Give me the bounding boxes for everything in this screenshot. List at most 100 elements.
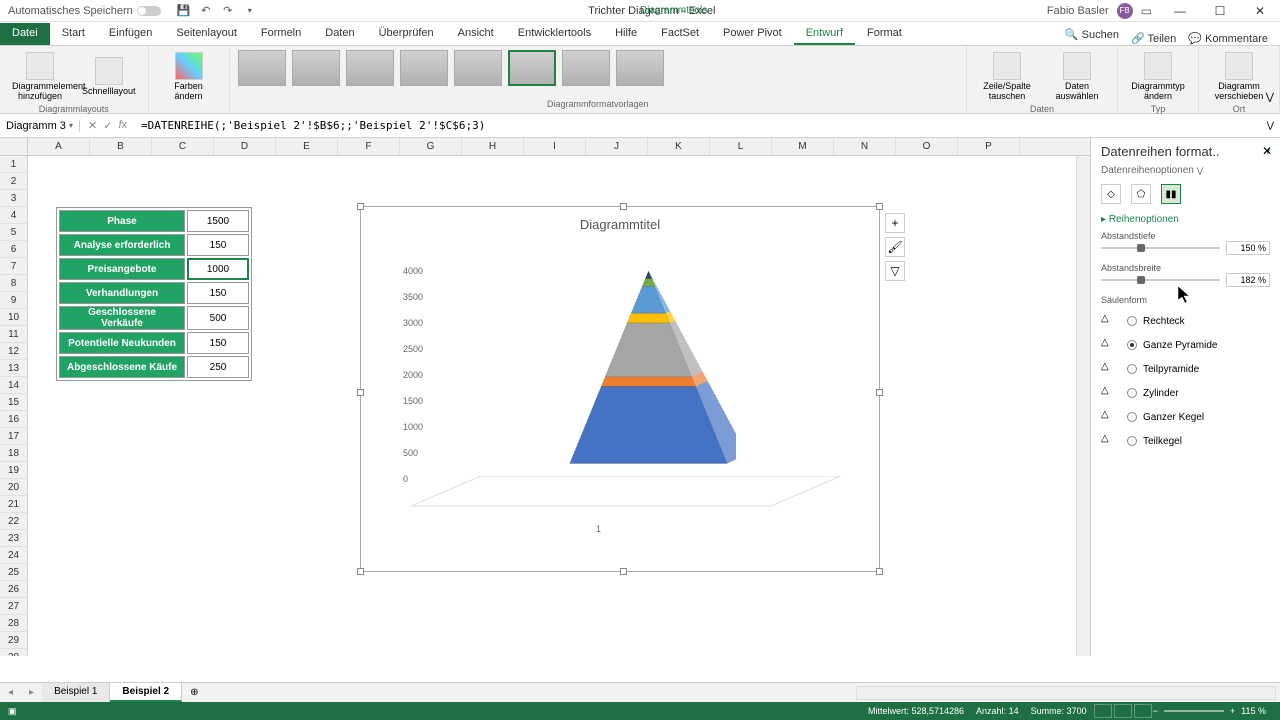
col-header-K[interactable]: K (648, 138, 710, 155)
row-header-5[interactable]: 5 (0, 224, 28, 241)
record-macro-icon[interactable]: ▣ (8, 706, 17, 717)
row-header-8[interactable]: 8 (0, 275, 28, 292)
shape-option-rechteck[interactable]: △Rechteck (1101, 309, 1270, 333)
ribbon-tab-power pivot[interactable]: Power Pivot (711, 23, 794, 45)
row-header-15[interactable]: 15 (0, 394, 28, 411)
column-headers[interactable]: ABCDEFGHIJKLMNOP (0, 138, 1090, 156)
row-header-2[interactable]: 2 (0, 173, 28, 190)
ribbon-tab-hilfe[interactable]: Hilfe (603, 23, 649, 45)
resize-handle[interactable] (357, 568, 364, 575)
row-header-23[interactable]: 23 (0, 530, 28, 547)
chart-filter-button[interactable]: ▽ (885, 261, 905, 281)
add-sheet-button[interactable]: ⊕ (182, 687, 206, 698)
col-header-H[interactable]: H (462, 138, 524, 155)
chart-object[interactable]: Diagrammtitel 40003500300025002000150010… (360, 206, 880, 572)
ribbon-tab-format[interactable]: Format (855, 23, 914, 45)
table-phase-cell[interactable]: Geschlossene Verkäufe (59, 306, 185, 330)
chart-style-2[interactable] (346, 50, 394, 86)
col-header-N[interactable]: N (834, 138, 896, 155)
row-header-9[interactable]: 9 (0, 292, 28, 309)
table-value-cell[interactable]: 1000 (187, 258, 249, 280)
ribbon-tab-einfügen[interactable]: Einfügen (97, 23, 164, 45)
col-header-I[interactable]: I (524, 138, 586, 155)
col-header-E[interactable]: E (276, 138, 338, 155)
zoom-slider[interactable] (1164, 710, 1224, 712)
gap-depth-input[interactable]: 150 % (1226, 241, 1270, 255)
table-value-cell[interactable]: 250 (187, 356, 249, 378)
resize-handle[interactable] (620, 203, 627, 210)
row-header-20[interactable]: 20 (0, 479, 28, 496)
name-box[interactable]: Diagramm 3▾ (0, 120, 80, 132)
row-header-16[interactable]: 16 (0, 411, 28, 428)
collapse-ribbon-icon[interactable]: ⋁ (1266, 92, 1274, 103)
row-header-24[interactable]: 24 (0, 547, 28, 564)
effects-tab-icon[interactable]: ⬠ (1131, 184, 1151, 204)
row-header-29[interactable]: 29 (0, 632, 28, 649)
row-header-22[interactable]: 22 (0, 513, 28, 530)
row-header-3[interactable]: 3 (0, 190, 28, 207)
chart-style-6[interactable] (562, 50, 610, 86)
ribbon-tab-überprüfen[interactable]: Überprüfen (367, 23, 446, 45)
vertical-scrollbar[interactable] (1076, 156, 1090, 656)
shape-option-teilkegel[interactable]: △Teilkegel (1101, 429, 1270, 453)
shape-option-ganzer-kegel[interactable]: △Ganzer Kegel (1101, 405, 1270, 429)
chart-style-0[interactable] (238, 50, 286, 86)
table-value-cell[interactable]: 150 (187, 282, 249, 304)
chart-title[interactable]: Diagrammtitel (361, 207, 879, 236)
redo-icon[interactable]: ↷ (221, 4, 235, 18)
resize-handle[interactable] (876, 203, 883, 210)
ribbon-tab-start[interactable]: Start (50, 23, 97, 45)
table-phase-cell[interactable]: Analyse erforderlich (59, 234, 185, 256)
confirm-formula-icon[interactable]: ✓ (103, 119, 112, 132)
close-button[interactable]: ✕ (1240, 0, 1280, 22)
row-header-10[interactable]: 10 (0, 309, 28, 326)
row-header-11[interactable]: 11 (0, 326, 28, 343)
sheet-tab-beispiel-1[interactable]: Beispiel 1 (42, 683, 110, 702)
section-header[interactable]: ▸ Reihenoptionen (1101, 214, 1270, 225)
table-phase-cell[interactable]: Potentielle Neukunden (59, 332, 185, 354)
chart-elements-button[interactable]: + (885, 213, 905, 233)
row-header-25[interactable]: 25 (0, 564, 28, 581)
fx-icon[interactable]: fx (118, 119, 127, 132)
row-header-14[interactable]: 14 (0, 377, 28, 394)
resize-handle[interactable] (876, 568, 883, 575)
view-normal-icon[interactable] (1094, 704, 1112, 718)
row-header-7[interactable]: 7 (0, 258, 28, 275)
add-chart-element-button[interactable]: Diagrammelement hinzufügen (8, 50, 72, 104)
row-header-17[interactable]: 17 (0, 428, 28, 445)
table-phase-cell[interactable]: Phase (59, 210, 185, 232)
ribbon-tab-seitenlayout[interactable]: Seitenlayout (164, 23, 249, 45)
fill-line-tab-icon[interactable]: ◇ (1101, 184, 1121, 204)
pyramid-chart[interactable] (561, 271, 736, 481)
user-avatar[interactable]: FB (1117, 3, 1133, 19)
table-value-cell[interactable]: 1500 (187, 210, 249, 232)
view-page-layout-icon[interactable] (1114, 704, 1132, 718)
sheet-tab-beispiel-2[interactable]: Beispiel 2 (110, 683, 182, 702)
col-header-C[interactable]: C (152, 138, 214, 155)
col-header-D[interactable]: D (214, 138, 276, 155)
col-header-A[interactable]: A (28, 138, 90, 155)
table-value-cell[interactable]: 500 (187, 306, 249, 330)
view-page-break-icon[interactable] (1134, 704, 1152, 718)
chart-style-3[interactable] (400, 50, 448, 86)
table-phase-cell[interactable]: Preisangebote (59, 258, 185, 280)
sheet-nav-next-icon[interactable]: ▸ (21, 687, 42, 698)
maximize-button[interactable]: ☐ (1200, 0, 1240, 22)
gap-width-slider[interactable] (1101, 279, 1220, 281)
table-value-cell[interactable]: 150 (187, 234, 249, 256)
chart-style-4[interactable] (454, 50, 502, 86)
horizontal-scrollbar[interactable] (856, 686, 1276, 700)
select-all-corner[interactable] (0, 138, 28, 155)
row-header-30[interactable]: 30 (0, 649, 28, 656)
col-header-J[interactable]: J (586, 138, 648, 155)
col-header-G[interactable]: G (400, 138, 462, 155)
shape-option-ganze-pyramide[interactable]: △Ganze Pyramide (1101, 333, 1270, 357)
zoom-level[interactable]: 115 % (1235, 706, 1272, 716)
chart-style-1[interactable] (292, 50, 340, 86)
row-header-26[interactable]: 26 (0, 581, 28, 598)
chart-style-7[interactable] (616, 50, 664, 86)
panel-subtitle[interactable]: Datenreihenoptionen (1101, 165, 1194, 176)
row-header-27[interactable]: 27 (0, 598, 28, 615)
ribbon-tab-factset[interactable]: FactSet (649, 23, 711, 45)
expand-formula-icon[interactable]: ⋁ (1261, 120, 1280, 131)
